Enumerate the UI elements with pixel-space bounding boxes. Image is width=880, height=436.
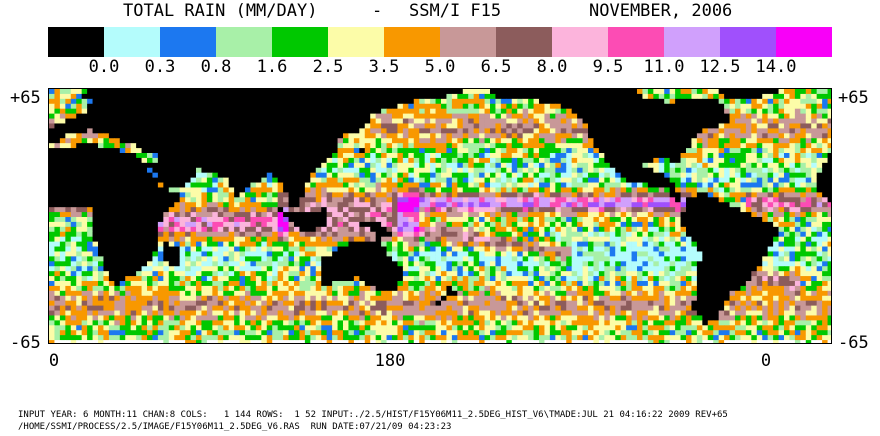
legend-label: 1.6 — [256, 57, 288, 77]
lat-label-top-right: +65 — [838, 88, 869, 108]
lon-tick-180: 180 — [374, 351, 406, 371]
color-legend — [48, 27, 832, 57]
title-separator: - — [372, 1, 383, 21]
legend-label: 0.8 — [200, 57, 232, 77]
map-title: TOTAL RAIN (MM/DAY) - SSM/I F15 NOVEMBER… — [0, 0, 880, 22]
legend-swatch — [160, 27, 216, 57]
legend-swatch — [272, 27, 328, 57]
legend-swatch — [776, 27, 832, 57]
legend-swatch — [216, 27, 272, 57]
lon-tick-0-left: 0 — [48, 351, 60, 371]
legend-label: 2.5 — [312, 57, 344, 77]
footer-input-info: INPUT YEAR: 6 MONTH:11 CHAN:8 COLS: 1 14… — [18, 410, 728, 420]
legend-label: 0.3 — [144, 57, 176, 77]
legend-swatch — [384, 27, 440, 57]
legend-label: 9.5 — [592, 57, 624, 77]
legend-label: 5.0 — [424, 57, 456, 77]
legend-swatch — [720, 27, 776, 57]
legend-labels: 0.0 0.3 0.8 1.6 2.5 3.5 5.0 6.5 8.0 9.5 11.0 12.5 14… — [0, 57, 880, 77]
legend-label: 14.0 — [755, 57, 797, 77]
legend-swatch — [48, 27, 104, 57]
title-sensor: SSM/I F15 — [409, 1, 502, 21]
legend-label: 3.5 — [368, 57, 400, 77]
title-date: NOVEMBER, 2006 — [589, 1, 733, 21]
lat-label-top-left: +65 — [10, 88, 41, 108]
legend-swatch — [608, 27, 664, 57]
legend-label: 8.0 — [536, 57, 568, 77]
legend-swatch — [664, 27, 720, 57]
title-variable: TOTAL RAIN (MM/DAY) — [123, 1, 318, 21]
legend-swatch — [440, 27, 496, 57]
legend-label: 11.0 — [643, 57, 685, 77]
lat-label-bottom-left: -65 — [10, 333, 41, 353]
lat-label-bottom-right: -65 — [838, 333, 869, 353]
lon-tick-0-right: 0 — [760, 351, 772, 371]
rain-map-grid — [49, 89, 831, 343]
legend-label: 0.0 — [88, 57, 120, 77]
legend-swatch — [328, 27, 384, 57]
legend-label: 6.5 — [480, 57, 512, 77]
legend-swatch — [496, 27, 552, 57]
rain-map — [48, 88, 832, 344]
legend-swatch — [104, 27, 160, 57]
footer-run-info: /HOME/SSMI/PROCESS/2.5/IMAGE/F15Y06M11_2… — [18, 422, 452, 432]
legend-label: 12.5 — [699, 57, 741, 77]
legend-swatch — [552, 27, 608, 57]
